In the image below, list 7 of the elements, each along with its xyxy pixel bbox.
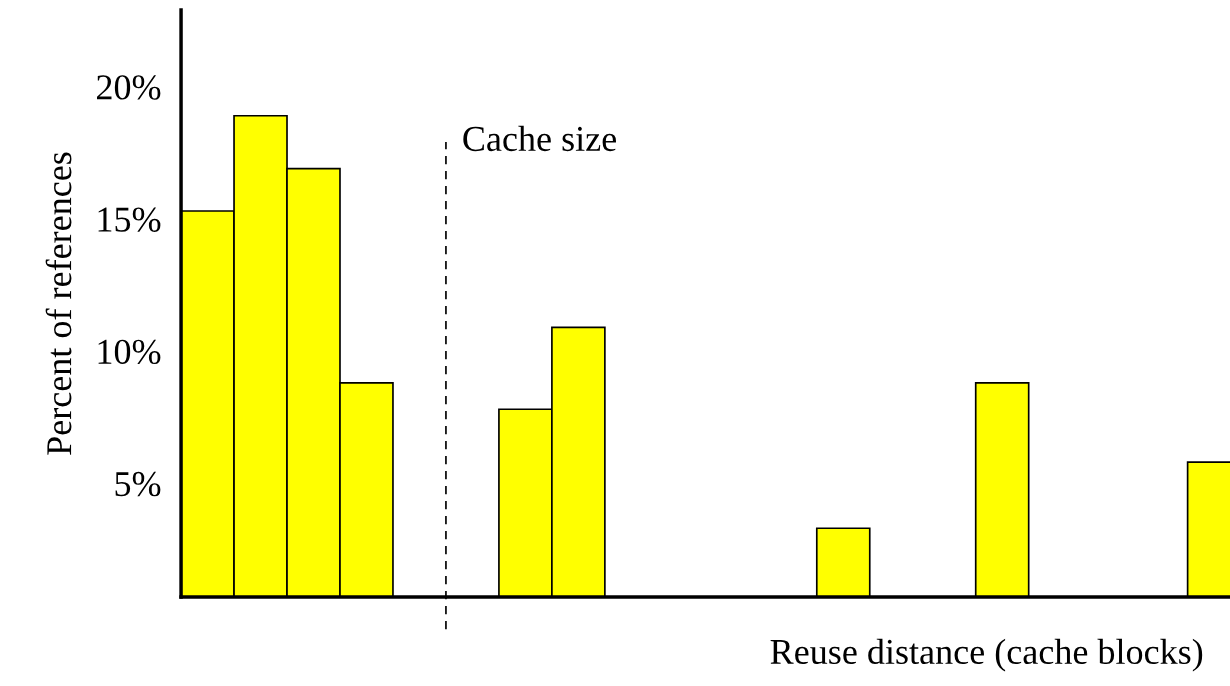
x-axis-title: Reuse distance (cache blocks)	[770, 638, 1203, 672]
y-tick-label: 15%	[98, 207, 161, 232]
y-tick-label: 5%	[115, 471, 161, 497]
y-tick-label: 20%	[97, 75, 161, 100]
y-axis-title: Percent of references	[45, 152, 72, 455]
y-tick-label: 10%	[98, 339, 161, 365]
annotation: Cache size	[463, 125, 616, 152]
